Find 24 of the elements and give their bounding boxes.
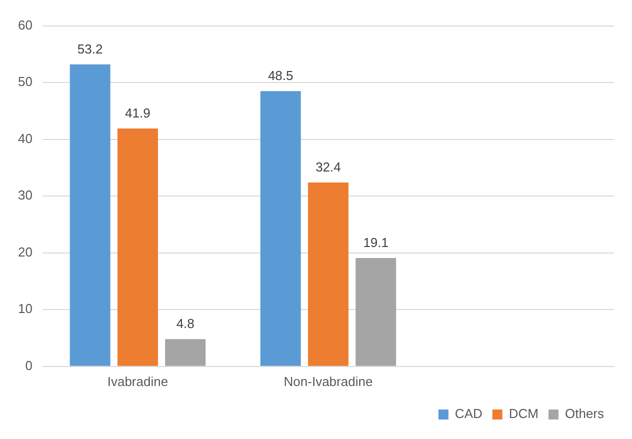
x-tick-label: Non-Ivabradine: [284, 374, 373, 389]
y-tick-label: 20: [18, 244, 32, 260]
legend-label: Others: [564, 406, 604, 422]
legend-label: CAD: [454, 406, 482, 422]
bar: [70, 64, 110, 366]
data-label: 53.2: [77, 41, 103, 56]
data-label: 19.1: [363, 235, 389, 250]
bar: [117, 128, 158, 366]
data-label: 41.9: [125, 106, 150, 121]
y-tick-label: 40: [18, 130, 32, 146]
bar: [260, 91, 301, 366]
bar: [165, 339, 206, 366]
data-label: 4.8: [176, 316, 194, 332]
y-tick-label: 30: [18, 188, 32, 203]
x-tick-label: Ivabradine: [107, 374, 168, 389]
bar: [308, 182, 348, 366]
y-tick-label: 60: [18, 17, 32, 32]
bar: [356, 258, 396, 366]
y-tick-label: 50: [18, 74, 32, 90]
data-label: 32.4: [316, 160, 341, 175]
y-tick-label: 10: [18, 301, 32, 316]
legend-label: DCM: [508, 406, 538, 422]
data-label: 48.5: [268, 68, 294, 84]
y-tick-label: 0: [25, 358, 32, 373]
